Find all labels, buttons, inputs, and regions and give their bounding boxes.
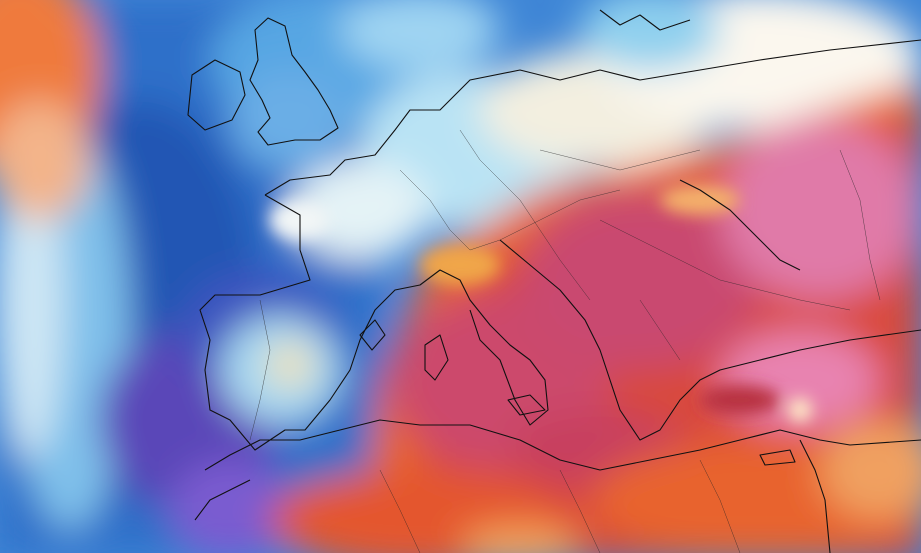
borders [249, 129, 881, 553]
field-details [270, 185, 812, 422]
coastlines [187, 9, 921, 553]
